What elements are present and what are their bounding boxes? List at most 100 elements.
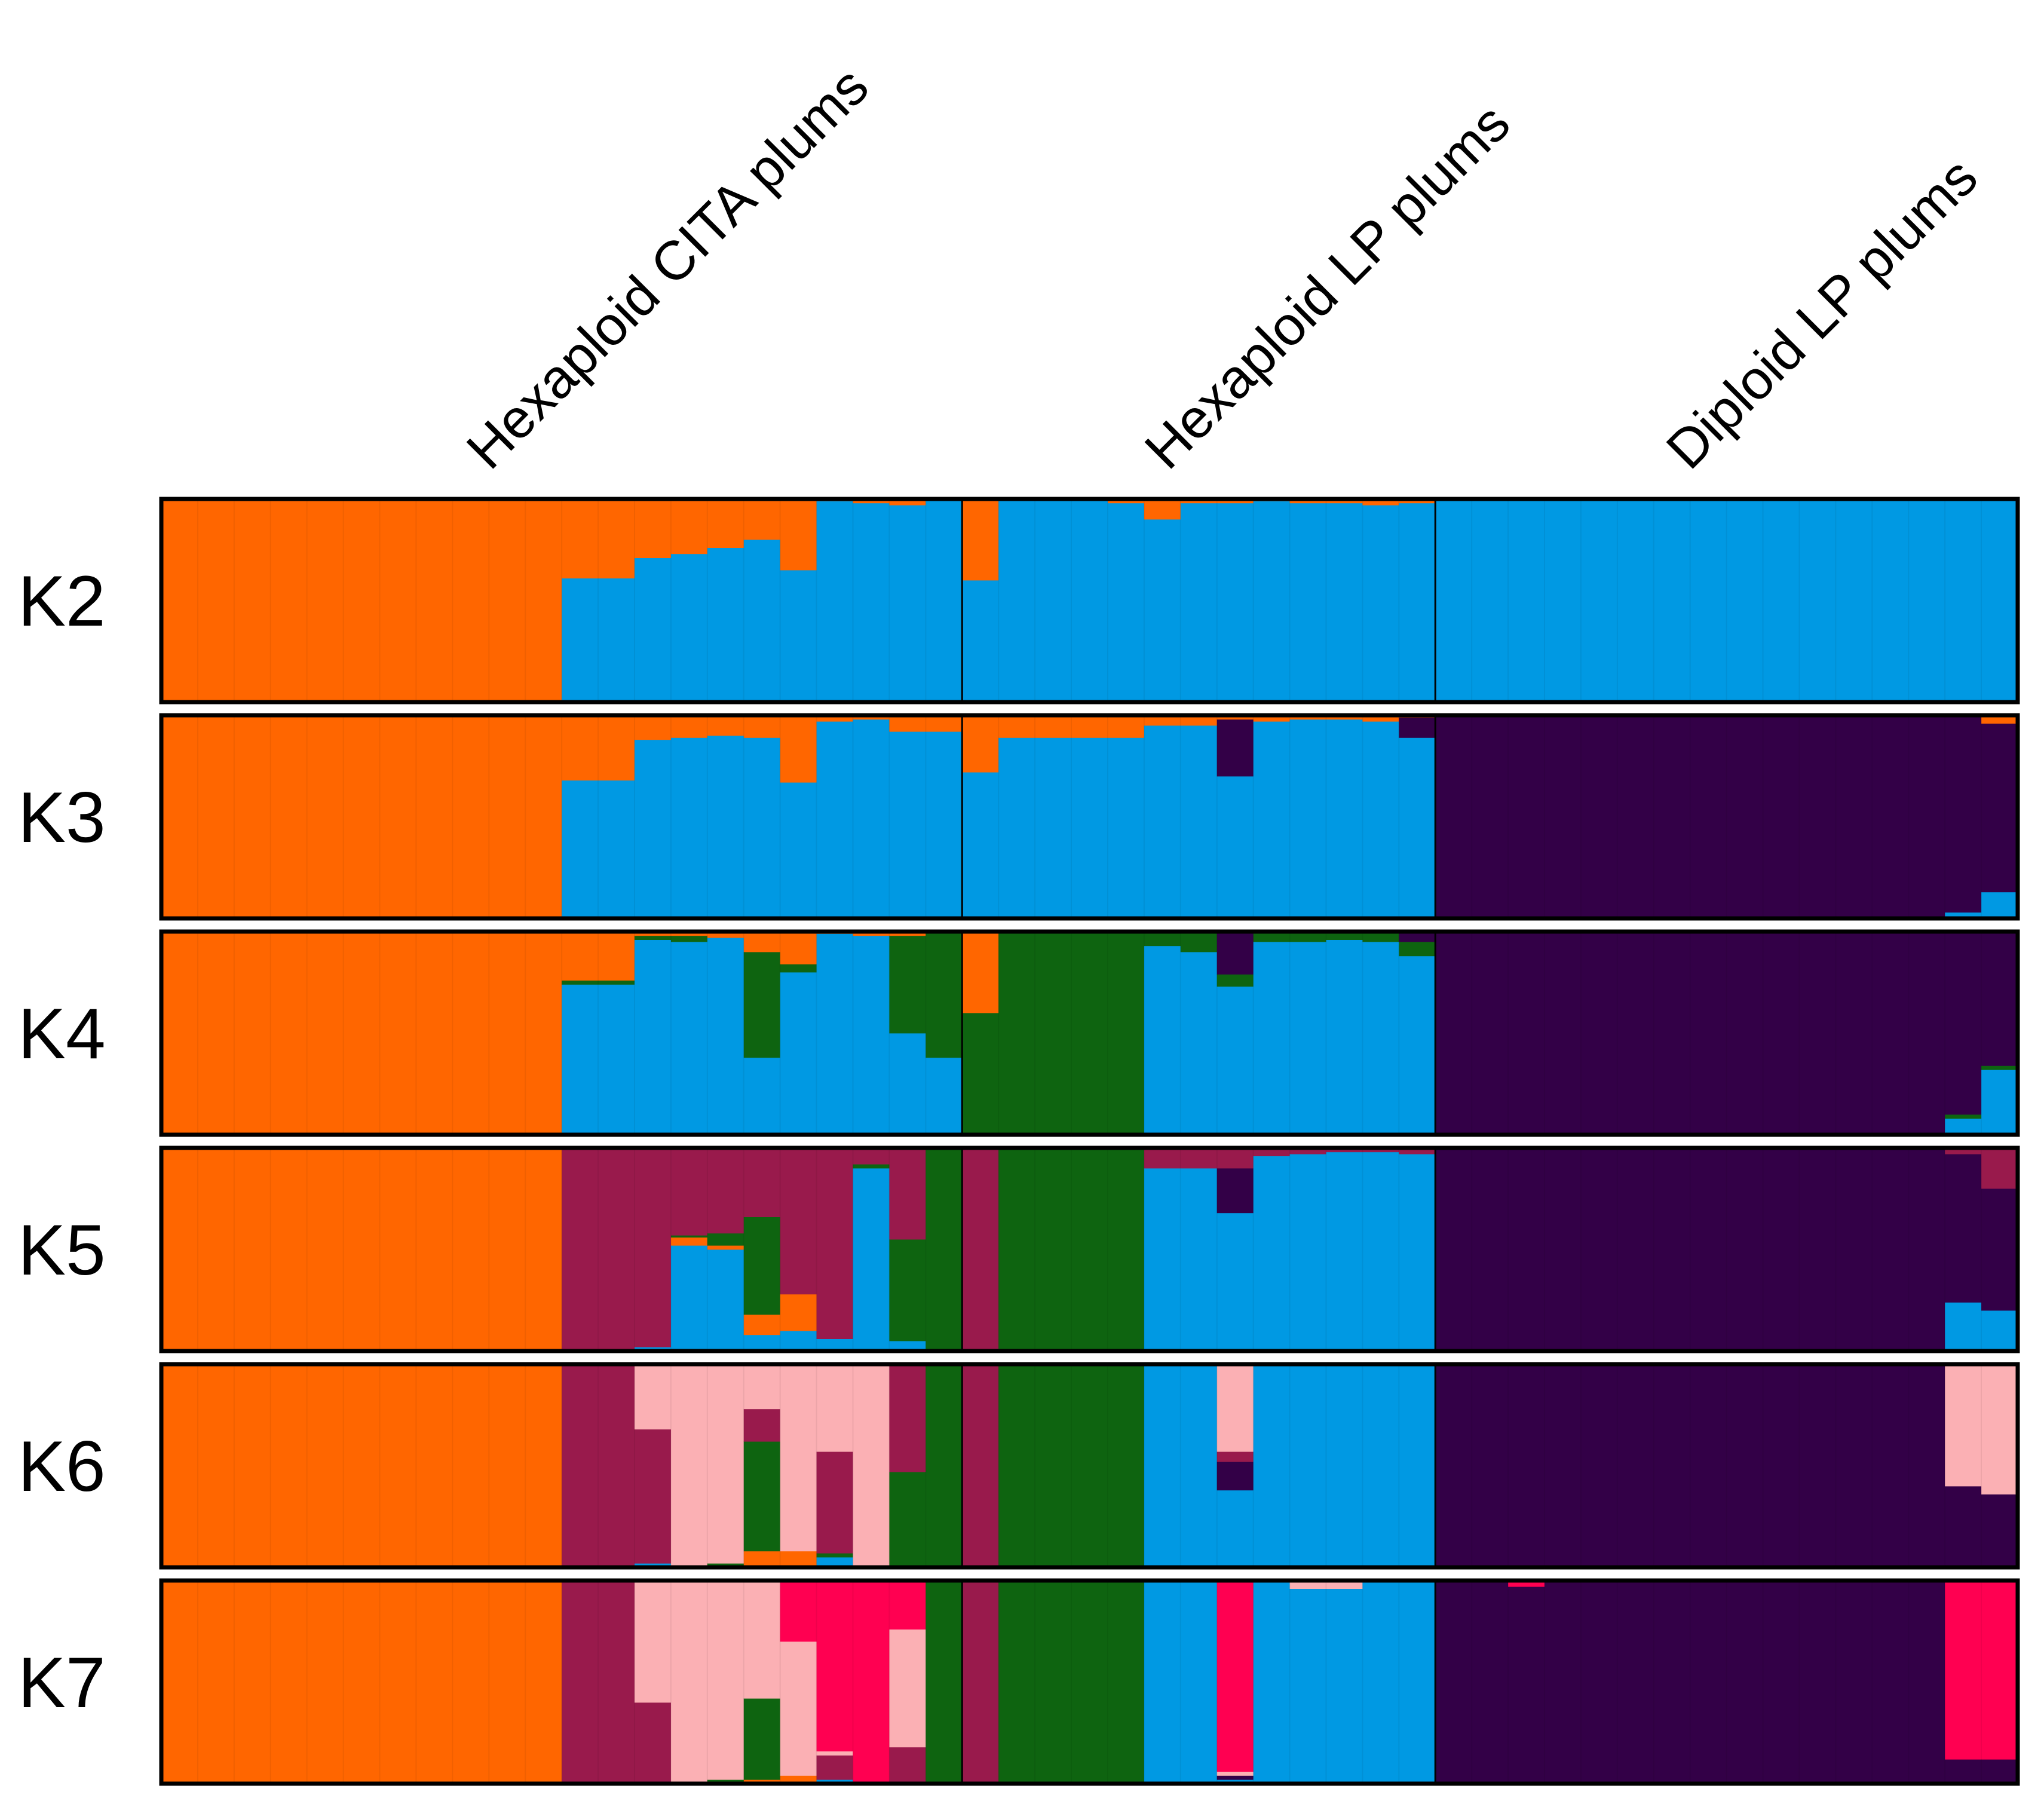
bar-segment-blue	[1289, 1364, 1327, 1568]
bar-segment-darkpurple	[1472, 1581, 1509, 1784]
bar-segment-orange	[525, 1364, 562, 1568]
bar-segment-orange	[379, 932, 417, 1135]
bar-segment-orange	[489, 715, 526, 919]
bar-segment-red	[816, 1581, 854, 1751]
bar-segment-blue	[562, 780, 599, 919]
bar-segment-blue	[1399, 1364, 1436, 1568]
bar-segment-blue	[889, 505, 926, 703]
bar-segment-maroon	[780, 1148, 817, 1295]
bar-segment-blue	[1326, 1588, 1363, 1784]
bar-segment-orange	[1253, 715, 1291, 722]
bar-segment-pink	[707, 1364, 744, 1564]
bar-segment-green	[1035, 1364, 1072, 1568]
bar-segment-blue	[926, 499, 963, 703]
bar-segment-pink	[816, 1751, 854, 1756]
bar-segment-orange	[416, 932, 453, 1135]
bar-segment-darkpurple	[1908, 1364, 1945, 1568]
bar-segment-green	[1107, 1581, 1145, 1784]
bar-segment-blue	[1253, 1364, 1291, 1568]
bar-segment-darkpurple	[1763, 1148, 1800, 1352]
bar-segment-orange	[1326, 715, 1363, 720]
bar-segment-maroon	[1362, 1148, 1399, 1153]
bar-segment-darkpurple	[1945, 1154, 1982, 1303]
bar-segment-blue	[1399, 737, 1436, 919]
bar-segment-blue	[1144, 1168, 1181, 1352]
bar-segment-green	[998, 932, 1035, 1135]
bar-segment-green	[1035, 932, 1072, 1135]
bar-segment-blue	[1653, 499, 1691, 703]
bar-segment-orange	[234, 1364, 271, 1568]
bar-segment-blue	[1289, 503, 1327, 703]
bar-segment-blue	[1945, 499, 1982, 703]
bar-segment-blue	[1289, 1588, 1327, 1784]
bar-segment-maroon	[598, 1581, 635, 1784]
bar-segment-maroon	[889, 1747, 926, 1784]
bar-segment-orange	[670, 932, 708, 936]
bar-segment-darkpurple	[1799, 1148, 1836, 1352]
bar-segment-blue	[1253, 501, 1291, 703]
bar-segment-orange	[489, 499, 526, 703]
bar-segment-darkpurple	[1872, 1148, 1909, 1352]
bar-segment-darkpurple	[1835, 1364, 1873, 1568]
bar-segment-blue	[1144, 725, 1181, 919]
bar-segment-maroon	[743, 1148, 781, 1217]
bar-segment-blue	[1508, 499, 1545, 703]
bar-segment-blue	[816, 721, 854, 919]
bar-segment-red	[1945, 1581, 1982, 1760]
bar-segment-blue	[1289, 719, 1327, 919]
bar-segment-blue	[1326, 939, 1363, 1135]
panel-label: K5	[18, 1210, 106, 1290]
bar-segment-darkpurple	[1472, 1148, 1509, 1352]
bar-segment-orange	[197, 1364, 235, 1568]
bar-segment-darkpurple	[1435, 1148, 1472, 1352]
bar-segment-orange	[634, 932, 672, 936]
bar-segment-darkpurple	[1945, 715, 1982, 913]
bar-segment-darkpurple	[1617, 1581, 1654, 1784]
bar-segment-green	[1035, 1148, 1072, 1352]
bar-segment-green	[998, 1581, 1035, 1784]
bar-segment-darkpurple	[1435, 1581, 1472, 1784]
panel-label: K3	[18, 777, 106, 857]
bar-segment-blue	[853, 719, 890, 919]
bar-segment-blue	[962, 772, 999, 919]
bar-segment-green	[670, 1235, 708, 1238]
bar-segment-blue	[1180, 1168, 1218, 1352]
bar-segment-orange	[1180, 715, 1218, 726]
bar-segment-blue	[1253, 942, 1291, 1135]
bar-segment-blue	[707, 547, 744, 703]
bar-segment-blue	[1981, 499, 2018, 703]
bar-segment-orange	[525, 715, 562, 919]
bar-segment-red	[889, 1581, 926, 1630]
bar-segment-orange	[525, 499, 562, 703]
bar-segment-blue	[1362, 1581, 1399, 1784]
bar-segment-orange	[234, 1581, 271, 1784]
bar-segment-maroon	[816, 1755, 854, 1780]
bar-segment-blue	[926, 731, 963, 919]
bar-segment-darkpurple	[1508, 1148, 1545, 1352]
bar-segment-maroon	[598, 1148, 635, 1352]
bar-segment-blue	[816, 501, 854, 703]
bar-segment-darkpurple	[1690, 932, 1727, 1135]
bar-segment-orange	[1216, 499, 1254, 504]
bar-segment-green	[1945, 1114, 1982, 1119]
panel-k4: K4	[18, 929, 2020, 1137]
panel-k2: K2	[18, 497, 2020, 705]
bar-segment-blue	[1144, 1581, 1181, 1784]
bar-segment-darkpurple	[1763, 932, 1800, 1135]
bar-segment-blue	[1180, 725, 1218, 919]
bar-segment-blue	[1945, 1118, 1982, 1135]
bar-segment-pink	[889, 1629, 926, 1748]
bar-segment-maroon	[962, 1148, 999, 1352]
bar-segment-blue	[634, 939, 672, 1135]
bar-segment-darkpurple	[1653, 1148, 1691, 1352]
bar-segment-orange	[343, 1148, 381, 1352]
bar-segment-orange	[853, 932, 890, 936]
bar-segment-blue	[1326, 1151, 1363, 1352]
bar-segment-darkpurple	[1726, 1581, 1764, 1784]
bar-segment-red	[1508, 1581, 1545, 1587]
bar-segment-orange	[489, 1581, 526, 1784]
bar-segment-darkpurple	[1690, 715, 1727, 919]
bar-segment-blue	[562, 984, 599, 1135]
bar-segment-green	[1981, 1065, 2018, 1070]
bar-segment-blue	[1362, 505, 1399, 703]
